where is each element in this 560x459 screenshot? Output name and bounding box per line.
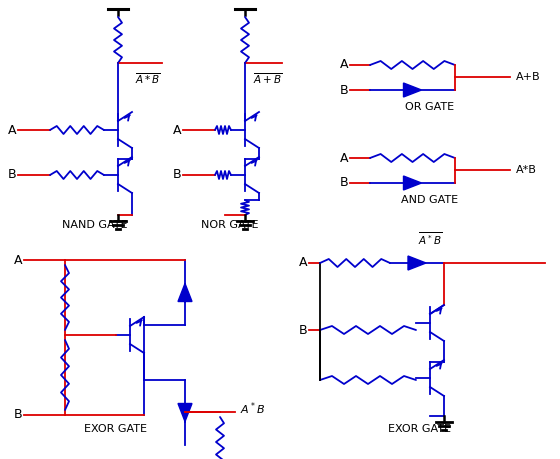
- Text: A*B: A*B: [516, 165, 537, 175]
- Text: EXOR GATE: EXOR GATE: [83, 424, 147, 434]
- Polygon shape: [408, 256, 426, 270]
- Polygon shape: [178, 284, 192, 302]
- Polygon shape: [178, 403, 192, 421]
- Text: A: A: [340, 58, 348, 72]
- Text: NOR GATE: NOR GATE: [201, 220, 259, 230]
- Text: A: A: [8, 123, 16, 136]
- Text: B: B: [298, 324, 307, 336]
- Text: A: A: [172, 123, 181, 136]
- Text: A+B: A+B: [516, 72, 540, 82]
- Text: A: A: [340, 151, 348, 164]
- Text: $\overline{A+B}$: $\overline{A+B}$: [253, 72, 283, 86]
- Polygon shape: [404, 83, 422, 97]
- Text: A: A: [14, 253, 22, 267]
- Text: $\overline{A*B}$: $\overline{A*B}$: [135, 72, 161, 86]
- Text: B: B: [340, 84, 348, 96]
- Text: $\overline{A^*B}$: $\overline{A^*B}$: [418, 230, 442, 247]
- Text: B: B: [13, 409, 22, 421]
- Text: B: B: [340, 177, 348, 190]
- Text: AND GATE: AND GATE: [402, 195, 459, 205]
- Text: B: B: [8, 168, 16, 181]
- Text: NAND GATE: NAND GATE: [62, 220, 128, 230]
- Text: $A^*B$: $A^*B$: [240, 401, 265, 417]
- Text: A: A: [298, 257, 307, 269]
- Text: EXOR GATE: EXOR GATE: [389, 424, 451, 434]
- Text: OR GATE: OR GATE: [405, 102, 455, 112]
- Polygon shape: [404, 176, 422, 190]
- Text: B: B: [172, 168, 181, 181]
